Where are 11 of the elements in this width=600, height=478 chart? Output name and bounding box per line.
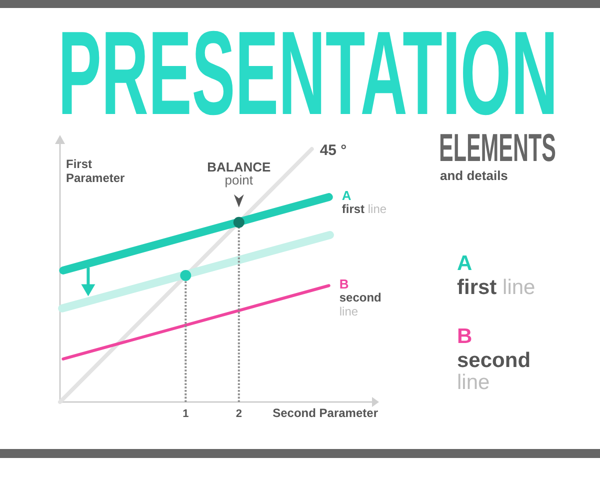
text: and details bbox=[440, 168, 508, 183]
y-axis-title: First Parameter bbox=[66, 157, 126, 185]
annotation: BALANCE point bbox=[207, 159, 271, 188]
x-tick-label: 2 bbox=[236, 408, 242, 420]
x-axis-title: Second Parameter bbox=[272, 406, 378, 420]
x-tick-label: 1 bbox=[182, 408, 189, 420]
series-label: B second line bbox=[339, 276, 382, 319]
text: B second line bbox=[457, 325, 531, 394]
text: A first line bbox=[457, 252, 536, 299]
annotation: 45 ° bbox=[320, 142, 347, 159]
series-label: A first line bbox=[342, 188, 387, 216]
